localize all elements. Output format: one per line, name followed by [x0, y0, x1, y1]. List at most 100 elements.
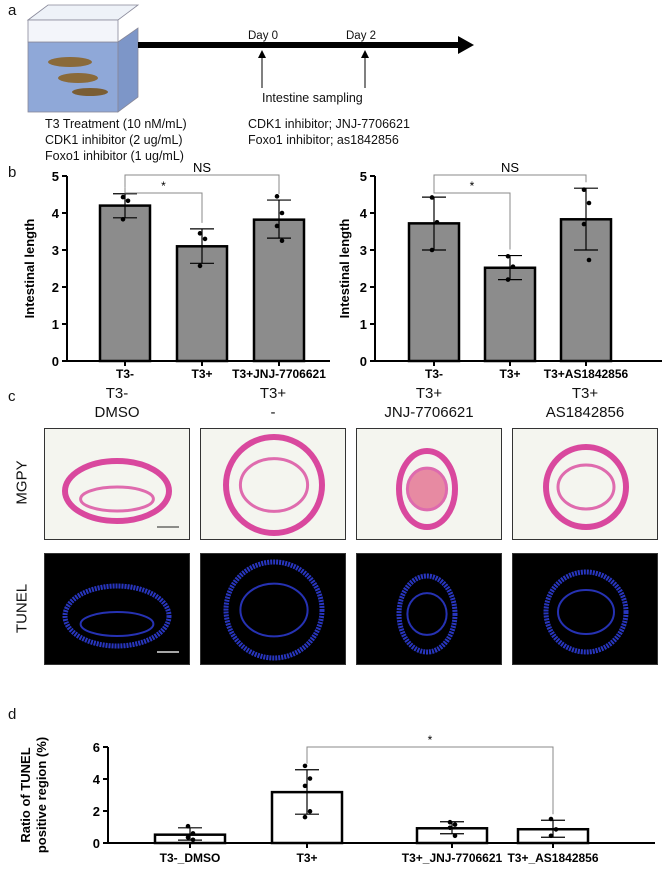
y-tick-label: 0: [52, 354, 59, 369]
data-point: [548, 833, 554, 839]
tissue-lumen: [79, 611, 155, 637]
data-point: [120, 194, 126, 200]
y-tick-label: 4: [52, 206, 60, 221]
data-point: [302, 814, 308, 820]
data-point: [190, 837, 196, 843]
tissue-lumen: [557, 589, 615, 635]
data-point: [510, 264, 516, 269]
tunel-image: [44, 553, 190, 665]
fish-tank-icon: [26, 4, 140, 113]
tunel-image: [512, 553, 658, 665]
significance-bracket: [124, 174, 280, 195]
significance-bracket: [306, 746, 554, 815]
column-label: T3+ -: [198, 384, 348, 422]
mgpy-image: [512, 428, 658, 540]
y-axis-label: positive region (%): [34, 737, 49, 853]
data-point: [302, 763, 308, 769]
treatment-line: T3 Treatment (10 nM/mL): [45, 117, 187, 131]
tissue-wall: [223, 559, 325, 661]
column-label-line: T3+: [571, 385, 599, 402]
column-label: T3- DMSO: [42, 384, 192, 422]
y-tick-label: 2: [93, 804, 100, 819]
mgpy-image: [200, 428, 346, 540]
data-point: [505, 253, 511, 259]
y-axis-label: Intestinal length: [337, 219, 352, 319]
x-tick-label: T3+: [296, 851, 317, 865]
data-point: [581, 221, 587, 227]
data-point: [197, 263, 203, 269]
data-point: [553, 827, 559, 832]
x-tick-label: T3-: [116, 367, 134, 381]
data-point: [190, 831, 196, 836]
bar: [483, 266, 537, 363]
panel-label-b: b: [8, 164, 17, 181]
significance-bracket: [433, 191, 511, 250]
y-tick-label: 1: [360, 317, 367, 332]
data-point: [505, 277, 511, 282]
tissue-lumen: [405, 466, 449, 512]
y-tick-label: 4: [93, 772, 101, 787]
data-point: [434, 219, 440, 225]
row-label-tunel: TUNEL: [13, 583, 31, 634]
x-tick-label: T3+AS1842856: [544, 367, 629, 381]
significance-bracket: [433, 174, 587, 192]
x-tick-label: T3-_DMSO: [160, 851, 221, 865]
data-point: [307, 776, 313, 781]
y-tick-label: 1: [52, 317, 59, 332]
data-point: [279, 238, 285, 244]
inhibitor-line: Foxo1 inhibitor; as1842856: [248, 133, 399, 147]
chart-intestinal-length-jnj: 0 1 2 3 4 5 Intestinal length T3- T3+ T3+JNJ-7706…: [22, 160, 330, 381]
tissue-wall: [62, 458, 172, 524]
data-point: [120, 216, 126, 222]
data-point: [274, 194, 280, 199]
x-tick-label: T3+: [499, 367, 520, 381]
column-label: T3+ JNJ-7706621: [354, 384, 504, 422]
column-label-line: DMSO: [94, 404, 140, 421]
data-point: [302, 783, 308, 789]
x-tick-label: T3+_AS1842856: [507, 851, 598, 865]
panel-label-c: c: [8, 388, 16, 405]
data-point: [197, 231, 203, 236]
treatment-line: CDK1 inhibitor (2 ug/mL): [45, 133, 183, 147]
data-point: [548, 816, 554, 822]
tissue-wall: [396, 573, 458, 655]
data-point: [452, 833, 458, 839]
x-tick-label: T3-: [425, 367, 443, 381]
y-tick-label: 5: [360, 169, 367, 184]
chart-tunel-ratio: 0 2 4 6 Ratio of TUNEL positive region (%) T3-…: [18, 733, 655, 865]
data-point: [279, 210, 285, 216]
data-point: [125, 198, 131, 204]
column-label-line: JNJ-7706621: [384, 404, 474, 421]
y-tick-label: 2: [360, 280, 367, 295]
column-label-line: -: [270, 404, 276, 421]
y-tick-label: 3: [360, 243, 367, 258]
column-label-line: T3+: [415, 385, 443, 402]
column-label: T3+ AS1842856: [510, 384, 660, 422]
significance-bracket: [124, 187, 203, 223]
panel-label-d: d: [8, 706, 17, 723]
panel-label-a: a: [8, 2, 17, 19]
column-label-line: T3-: [105, 385, 129, 402]
data-point: [586, 257, 592, 263]
data-point: [307, 809, 313, 814]
column-label-line: T3+: [259, 385, 287, 402]
y-tick-label: 0: [93, 836, 100, 851]
inhibitor-list: CDK1 inhibitor; JNJ-7706621 Foxo1 inhibi…: [248, 116, 410, 148]
tunel-image: [200, 553, 346, 665]
data-point: [202, 236, 208, 242]
x-tick-label: T3+JNJ-7706621: [232, 367, 326, 381]
data-point: [185, 823, 191, 829]
significance-label: *: [428, 733, 433, 747]
y-tick-label: 2: [52, 280, 59, 295]
y-tick-label: 0: [360, 354, 367, 369]
tissue-wall: [543, 444, 629, 530]
chart-intestinal-length-as: 0 1 2 3 4 5 Intestinal length T3- T3+ T3+AS184285…: [337, 160, 662, 381]
y-tick-label: 5: [52, 169, 59, 184]
tissue-wall: [396, 448, 458, 530]
mgpy-image: [356, 428, 502, 540]
data-point: [581, 187, 587, 192]
x-tick-label: T3+: [191, 367, 212, 381]
data-point: [586, 200, 592, 206]
data-point: [447, 819, 453, 825]
